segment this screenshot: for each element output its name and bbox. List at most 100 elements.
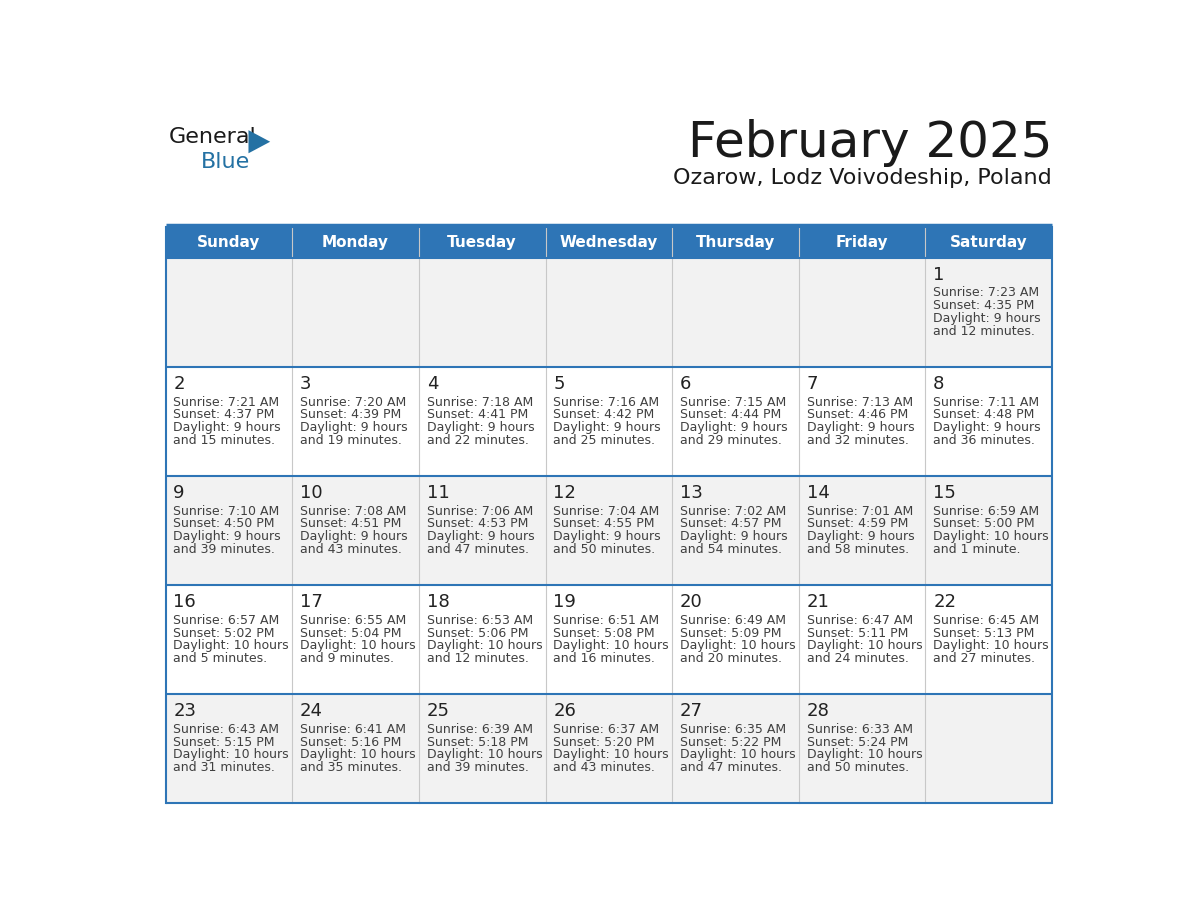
Text: 5: 5 <box>554 375 564 393</box>
Text: Daylight: 9 hours: Daylight: 9 hours <box>426 531 535 543</box>
Text: Sunset: 5:24 PM: Sunset: 5:24 PM <box>807 735 908 748</box>
Text: Sunset: 5:08 PM: Sunset: 5:08 PM <box>554 626 655 640</box>
Text: Daylight: 9 hours: Daylight: 9 hours <box>680 531 788 543</box>
Text: and 25 minutes.: and 25 minutes. <box>554 434 656 447</box>
Bar <box>925 258 1053 367</box>
Text: Daylight: 9 hours: Daylight: 9 hours <box>934 312 1041 325</box>
Text: Daylight: 9 hours: Daylight: 9 hours <box>807 531 915 543</box>
Text: and 50 minutes.: and 50 minutes. <box>807 761 909 775</box>
Text: and 12 minutes.: and 12 minutes. <box>426 653 529 666</box>
Text: Sunrise: 6:45 AM: Sunrise: 6:45 AM <box>934 613 1040 627</box>
Text: Daylight: 9 hours: Daylight: 9 hours <box>426 421 535 434</box>
Bar <box>292 476 419 585</box>
Text: Sunset: 5:22 PM: Sunset: 5:22 PM <box>680 735 782 748</box>
Text: Sunset: 4:48 PM: Sunset: 4:48 PM <box>934 409 1035 421</box>
Text: Sunrise: 7:06 AM: Sunrise: 7:06 AM <box>426 505 533 518</box>
Text: 2: 2 <box>173 375 185 393</box>
Text: Sunrise: 6:55 AM: Sunrise: 6:55 AM <box>299 613 406 627</box>
Text: Sunrise: 7:21 AM: Sunrise: 7:21 AM <box>173 396 279 409</box>
Text: Sunset: 5:18 PM: Sunset: 5:18 PM <box>426 735 529 748</box>
Text: Sunrise: 6:51 AM: Sunrise: 6:51 AM <box>554 613 659 627</box>
Bar <box>419 585 545 694</box>
Text: Ozarow, Lodz Voivodeship, Poland: Ozarow, Lodz Voivodeship, Poland <box>674 168 1053 188</box>
Text: Daylight: 10 hours: Daylight: 10 hours <box>680 640 796 653</box>
Text: Saturday: Saturday <box>950 235 1028 250</box>
Text: Sunrise: 6:57 AM: Sunrise: 6:57 AM <box>173 613 279 627</box>
Text: 18: 18 <box>426 593 449 610</box>
Bar <box>798 585 925 694</box>
Text: Sunrise: 6:33 AM: Sunrise: 6:33 AM <box>807 722 912 735</box>
Text: 7: 7 <box>807 375 819 393</box>
Text: Sunrise: 7:01 AM: Sunrise: 7:01 AM <box>807 505 912 518</box>
Text: Sunset: 4:41 PM: Sunset: 4:41 PM <box>426 409 527 421</box>
Text: Daylight: 9 hours: Daylight: 9 hours <box>680 421 788 434</box>
Text: Daylight: 10 hours: Daylight: 10 hours <box>680 748 796 762</box>
Text: Sunset: 4:57 PM: Sunset: 4:57 PM <box>680 518 782 531</box>
Text: and 43 minutes.: and 43 minutes. <box>299 543 402 556</box>
Text: and 24 minutes.: and 24 minutes. <box>807 653 909 666</box>
Text: Friday: Friday <box>836 235 889 250</box>
Text: Sunset: 4:53 PM: Sunset: 4:53 PM <box>426 518 527 531</box>
Text: Sunset: 5:11 PM: Sunset: 5:11 PM <box>807 626 908 640</box>
Bar <box>165 258 292 367</box>
Text: Daylight: 10 hours: Daylight: 10 hours <box>807 748 922 762</box>
Text: Daylight: 10 hours: Daylight: 10 hours <box>173 748 289 762</box>
Text: Sunset: 5:15 PM: Sunset: 5:15 PM <box>173 735 274 748</box>
Text: and 22 minutes.: and 22 minutes. <box>426 434 529 447</box>
Text: and 1 minute.: and 1 minute. <box>934 543 1020 556</box>
Text: 23: 23 <box>173 702 196 720</box>
Text: Sunset: 4:42 PM: Sunset: 4:42 PM <box>554 409 655 421</box>
Text: Daylight: 10 hours: Daylight: 10 hours <box>426 640 542 653</box>
Text: 10: 10 <box>299 484 323 502</box>
Bar <box>545 367 672 476</box>
Text: Daylight: 10 hours: Daylight: 10 hours <box>934 640 1049 653</box>
Text: Sunday: Sunday <box>197 235 260 250</box>
Bar <box>672 585 798 694</box>
Text: Daylight: 9 hours: Daylight: 9 hours <box>299 531 407 543</box>
Text: Daylight: 9 hours: Daylight: 9 hours <box>173 531 280 543</box>
Text: and 32 minutes.: and 32 minutes. <box>807 434 909 447</box>
Text: February 2025: February 2025 <box>688 119 1053 167</box>
Text: Sunrise: 7:02 AM: Sunrise: 7:02 AM <box>680 505 786 518</box>
Text: Sunrise: 6:41 AM: Sunrise: 6:41 AM <box>299 722 406 735</box>
Text: 6: 6 <box>680 375 691 393</box>
Bar <box>925 367 1053 476</box>
Text: Sunrise: 6:49 AM: Sunrise: 6:49 AM <box>680 613 786 627</box>
Text: Sunrise: 6:53 AM: Sunrise: 6:53 AM <box>426 613 532 627</box>
Text: Sunrise: 7:20 AM: Sunrise: 7:20 AM <box>299 396 406 409</box>
Bar <box>292 367 419 476</box>
Text: Sunset: 5:16 PM: Sunset: 5:16 PM <box>299 735 402 748</box>
Bar <box>165 367 292 476</box>
Text: and 5 minutes.: and 5 minutes. <box>173 653 267 666</box>
Text: and 20 minutes.: and 20 minutes. <box>680 653 782 666</box>
Text: Sunset: 4:59 PM: Sunset: 4:59 PM <box>807 518 908 531</box>
Text: 1: 1 <box>934 265 944 284</box>
Text: 24: 24 <box>299 702 323 720</box>
Text: and 47 minutes.: and 47 minutes. <box>680 761 782 775</box>
Text: Sunrise: 7:11 AM: Sunrise: 7:11 AM <box>934 396 1040 409</box>
Text: 21: 21 <box>807 593 829 610</box>
Text: and 12 minutes.: and 12 minutes. <box>934 325 1035 339</box>
Text: Sunset: 5:20 PM: Sunset: 5:20 PM <box>554 735 655 748</box>
Text: Sunrise: 7:23 AM: Sunrise: 7:23 AM <box>934 286 1040 299</box>
Text: Sunrise: 7:15 AM: Sunrise: 7:15 AM <box>680 396 786 409</box>
Text: Sunrise: 6:37 AM: Sunrise: 6:37 AM <box>554 722 659 735</box>
Text: Sunrise: 7:13 AM: Sunrise: 7:13 AM <box>807 396 912 409</box>
Text: Daylight: 9 hours: Daylight: 9 hours <box>554 531 661 543</box>
Bar <box>672 258 798 367</box>
Text: and 50 minutes.: and 50 minutes. <box>554 543 656 556</box>
Bar <box>419 367 545 476</box>
Text: Sunset: 4:44 PM: Sunset: 4:44 PM <box>680 409 782 421</box>
Text: 25: 25 <box>426 702 449 720</box>
Text: Sunrise: 7:10 AM: Sunrise: 7:10 AM <box>173 505 279 518</box>
Text: Monday: Monday <box>322 235 388 250</box>
Text: Blue: Blue <box>201 151 251 172</box>
Bar <box>925 694 1053 803</box>
Text: Thursday: Thursday <box>696 235 776 250</box>
Bar <box>798 367 925 476</box>
Text: and 35 minutes.: and 35 minutes. <box>299 761 402 775</box>
Text: Sunset: 5:00 PM: Sunset: 5:00 PM <box>934 518 1035 531</box>
Text: Wednesday: Wednesday <box>560 235 658 250</box>
Text: 14: 14 <box>807 484 829 502</box>
Text: 20: 20 <box>680 593 702 610</box>
